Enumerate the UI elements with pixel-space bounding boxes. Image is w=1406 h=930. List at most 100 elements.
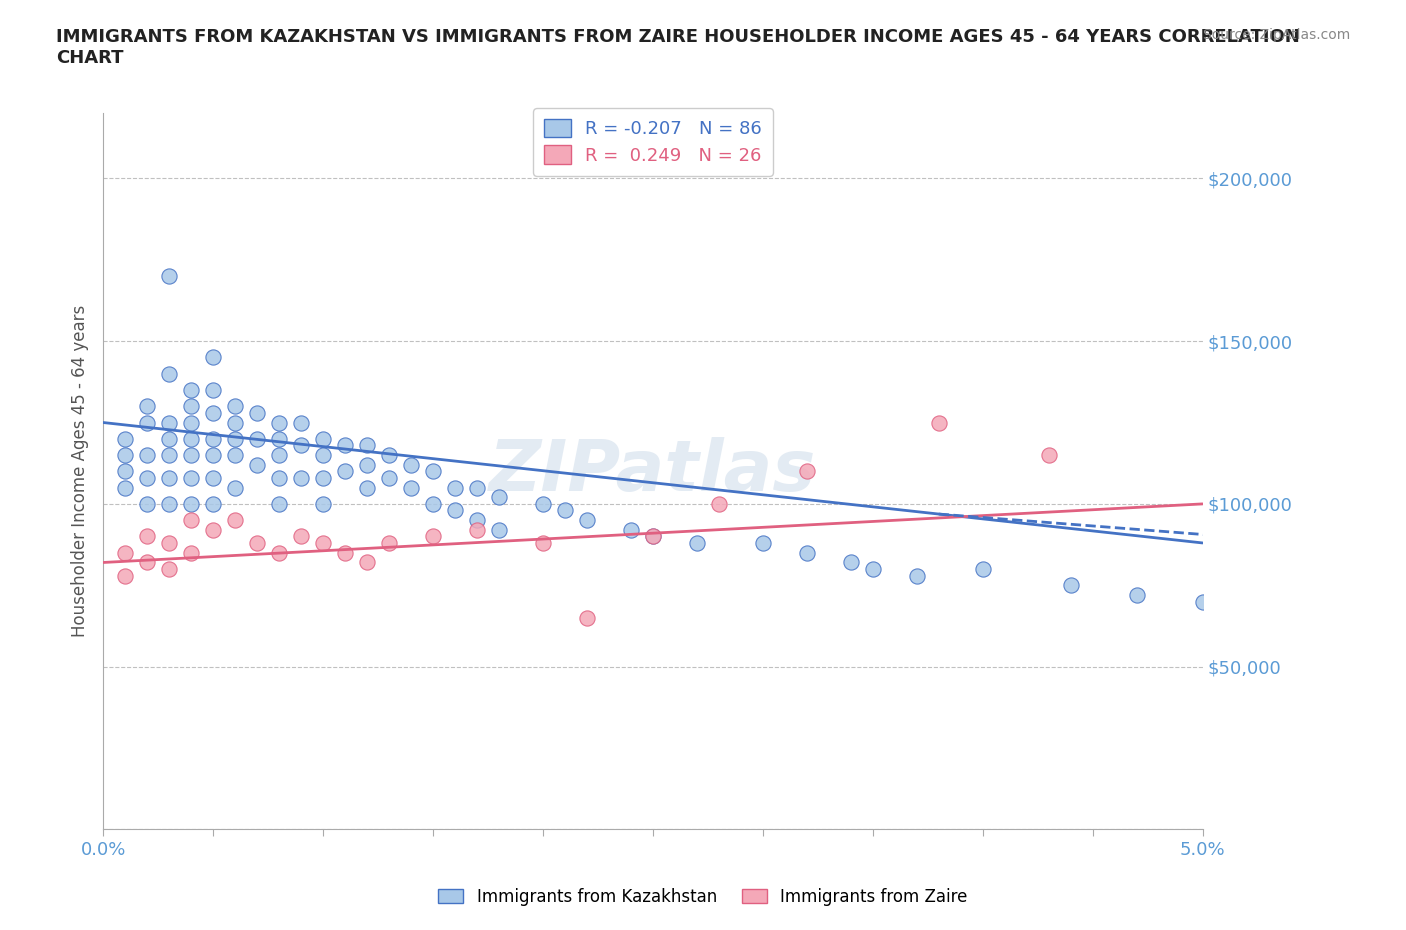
Point [333, 545, 356, 560]
Point [114, 432, 136, 446]
Point [1125, 588, 1147, 603]
Point [1038, 447, 1060, 462]
Point [465, 480, 488, 495]
Point [157, 269, 180, 284]
Point [422, 464, 444, 479]
Point [224, 512, 246, 527]
Point [641, 529, 664, 544]
Point [707, 497, 730, 512]
Point [157, 366, 180, 381]
Point [136, 399, 159, 414]
Point [267, 497, 290, 512]
Point [157, 415, 180, 430]
Text: Source: ZipAtlas.com: Source: ZipAtlas.com [1202, 28, 1350, 42]
Text: ZIPatlas: ZIPatlas [489, 437, 817, 506]
Point [202, 523, 225, 538]
Point [224, 447, 246, 462]
Point [267, 447, 290, 462]
Point [180, 512, 202, 527]
Point [202, 405, 225, 420]
Point [267, 471, 290, 485]
Legend: R = -0.207   N = 86, R =  0.249   N = 26: R = -0.207 N = 86, R = 0.249 N = 26 [533, 108, 773, 176]
Point [862, 562, 884, 577]
Point [246, 458, 269, 472]
Point [378, 536, 401, 551]
Point [136, 447, 159, 462]
Point [356, 555, 378, 570]
Point [202, 382, 225, 397]
Point [136, 555, 159, 570]
Point [180, 382, 202, 397]
Point [202, 350, 225, 365]
Point [114, 568, 136, 583]
Point [290, 438, 312, 453]
Point [312, 536, 335, 551]
Point [202, 432, 225, 446]
Point [157, 497, 180, 512]
Point [157, 471, 180, 485]
Point [157, 447, 180, 462]
Point [575, 610, 598, 625]
Point [136, 529, 159, 544]
Point [641, 529, 664, 544]
Point [972, 562, 994, 577]
Point [180, 497, 202, 512]
Point [488, 523, 510, 538]
Point [180, 399, 202, 414]
Point [796, 545, 818, 560]
Point [531, 536, 554, 551]
Point [839, 555, 862, 570]
Point [1059, 578, 1081, 592]
Point [356, 438, 378, 453]
Point [444, 503, 467, 518]
Point [180, 415, 202, 430]
Point [180, 447, 202, 462]
Point [312, 497, 335, 512]
Point [575, 512, 598, 527]
Point [752, 536, 775, 551]
Point [422, 497, 444, 512]
Point [356, 458, 378, 472]
Point [157, 536, 180, 551]
Point [224, 432, 246, 446]
Point [333, 464, 356, 479]
Point [202, 447, 225, 462]
Point [905, 568, 928, 583]
Point [796, 464, 818, 479]
Point [157, 432, 180, 446]
Point [422, 529, 444, 544]
Point [136, 415, 159, 430]
Point [399, 480, 422, 495]
Point [246, 536, 269, 551]
Point [488, 490, 510, 505]
Point [554, 503, 576, 518]
Point [267, 415, 290, 430]
Point [267, 545, 290, 560]
Point [224, 399, 246, 414]
Point [444, 480, 467, 495]
Point [180, 471, 202, 485]
Point [620, 523, 643, 538]
Point [114, 447, 136, 462]
Point [356, 480, 378, 495]
Point [333, 438, 356, 453]
Point [246, 432, 269, 446]
Point [378, 471, 401, 485]
Point [157, 562, 180, 577]
Point [224, 480, 246, 495]
Point [465, 512, 488, 527]
Point [686, 536, 709, 551]
Point [114, 464, 136, 479]
Legend: Immigrants from Kazakhstan, Immigrants from Zaire: Immigrants from Kazakhstan, Immigrants f… [432, 881, 974, 912]
Point [1191, 594, 1213, 609]
Text: IMMIGRANTS FROM KAZAKHSTAN VS IMMIGRANTS FROM ZAIRE HOUSEHOLDER INCOME AGES 45 -: IMMIGRANTS FROM KAZAKHSTAN VS IMMIGRANTS… [56, 28, 1301, 67]
Point [267, 432, 290, 446]
Point [136, 471, 159, 485]
Point [312, 471, 335, 485]
Point [202, 471, 225, 485]
Point [114, 480, 136, 495]
Point [312, 432, 335, 446]
Point [1257, 643, 1279, 658]
Point [114, 545, 136, 560]
Point [202, 497, 225, 512]
